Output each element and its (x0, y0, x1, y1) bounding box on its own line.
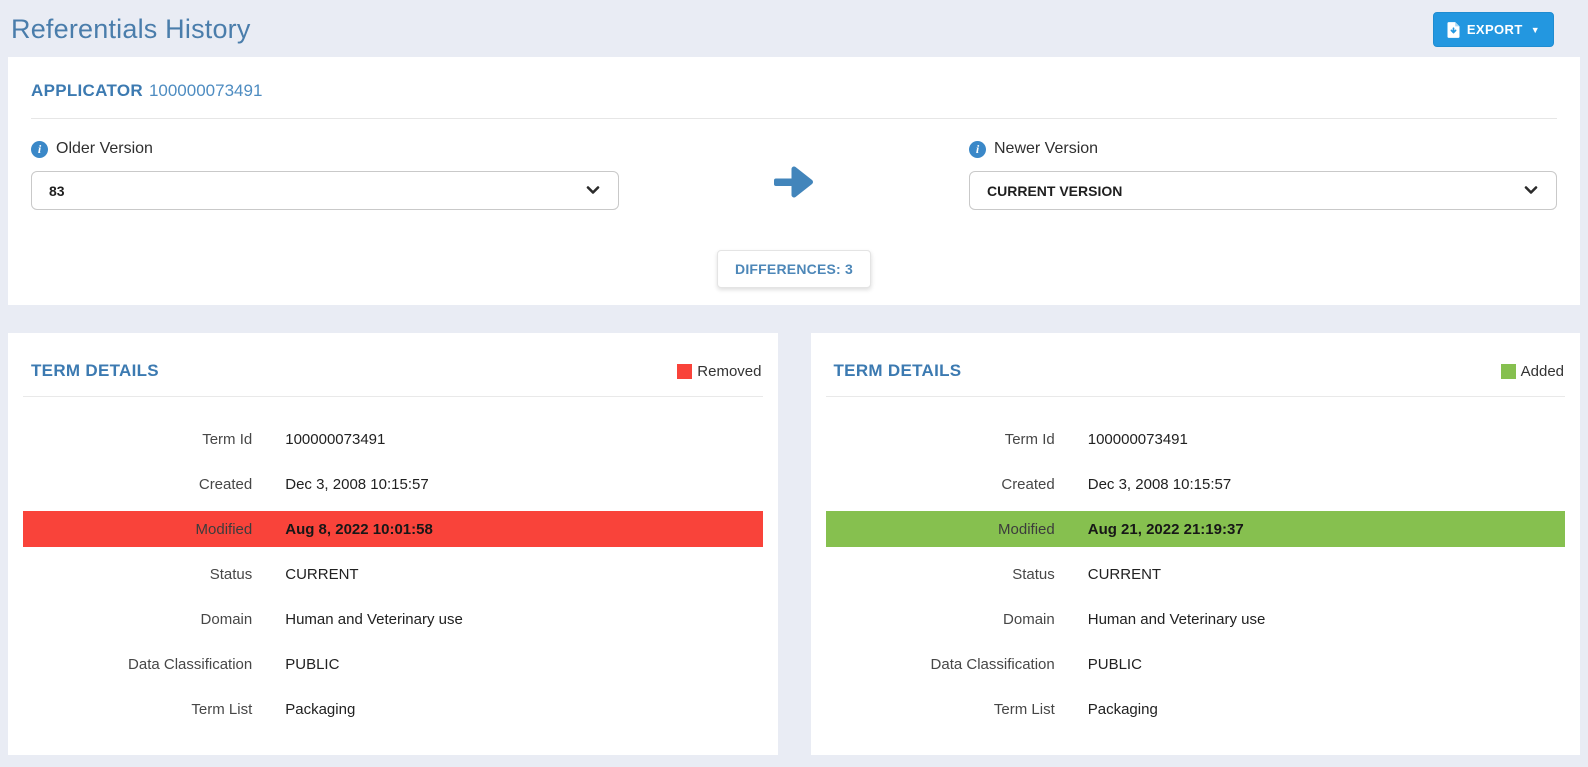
export-file-icon (1447, 21, 1460, 38)
term-rows: Term Id 100000073491 Created Dec 3, 2008… (23, 421, 763, 727)
term-details-card-older: TERM DETAILS Removed Term Id 10000007349… (8, 333, 778, 755)
row-label: Created (198, 475, 253, 493)
row-label: Status (209, 565, 253, 583)
row-value: 100000073491 (285, 430, 386, 448)
row-value: PUBLIC (285, 655, 340, 673)
row-value: CURRENT (1087, 565, 1162, 583)
row-label: Status (1012, 565, 1055, 583)
row-label: Data Classification (128, 655, 253, 673)
table-row-removed-highlight: Modified Aug 8, 2022 10:01:58 (23, 511, 763, 547)
row-label: Term Id (1004, 430, 1055, 448)
caret-down-icon: ▼ (1530, 24, 1540, 35)
added-swatch-icon (1500, 363, 1516, 379)
top-header: Referentials History EXPORT ▼ (0, 0, 1588, 57)
table-row: Created Dec 3, 2008 10:15:57 (826, 466, 1566, 502)
row-label: Term List (993, 700, 1055, 718)
removed-swatch-icon (677, 363, 693, 379)
table-row: Status CURRENT (826, 556, 1566, 592)
newer-version-select[interactable]: CURRENT VERSION (969, 171, 1557, 210)
table-row: Domain Human and Veterinary use (23, 601, 763, 637)
newer-version-column: i Newer Version CURRENT VERSION (969, 140, 1557, 210)
applicator-card: APPLICATOR 100000073491 i Older Version 8… (8, 57, 1580, 305)
older-version-label-row: i Older Version (31, 140, 619, 158)
divider (23, 396, 763, 397)
applicator-id: 100000073491 (148, 81, 263, 100)
newer-version-label-row: i Newer Version (969, 140, 1557, 158)
older-version-selected-value: 83 (49, 182, 65, 199)
row-value: Packaging (1087, 700, 1158, 718)
page-title: Referentials History (11, 14, 251, 44)
row-label: Data Classification (930, 655, 1055, 673)
older-version-label: Older Version (56, 140, 153, 157)
table-row: Created Dec 3, 2008 10:15:57 (23, 466, 763, 502)
row-value: PUBLIC (1087, 655, 1142, 673)
table-row: Term Id 100000073491 (23, 421, 763, 457)
divider (31, 118, 1557, 119)
row-label: Modified (195, 520, 253, 538)
term-details-title: TERM DETAILS (31, 361, 159, 380)
term-card-header: TERM DETAILS Removed (23, 355, 763, 381)
row-label: Created (1001, 475, 1055, 493)
table-row: Data Classification PUBLIC (23, 646, 763, 682)
row-value: Human and Veterinary use (285, 610, 463, 628)
row-label: Term List (191, 700, 253, 718)
table-row: Term List Packaging (23, 691, 763, 727)
divider (825, 396, 1565, 397)
right-arrow-icon (771, 162, 817, 202)
applicator-heading: APPLICATOR 100000073491 (31, 81, 1557, 101)
chevron-down-icon (1524, 186, 1538, 195)
newer-version-label: Newer Version (994, 140, 1099, 157)
table-row: Data Classification PUBLIC (826, 646, 1566, 682)
older-version-select[interactable]: 83 (31, 171, 619, 210)
older-version-column: i Older Version 83 (31, 140, 619, 210)
export-button[interactable]: EXPORT ▼ (1432, 12, 1554, 47)
row-value: Dec 3, 2008 10:15:57 (1087, 475, 1232, 493)
applicator-label: APPLICATOR (31, 81, 143, 100)
row-label: Term Id (202, 430, 253, 448)
row-label: Domain (200, 610, 253, 628)
differences-badge: DIFFERENCES: 3 (717, 250, 871, 288)
table-row-added-highlight: Modified Aug 21, 2022 21:19:37 (825, 511, 1565, 547)
table-row: Domain Human and Veterinary use (826, 601, 1566, 637)
term-details-card-newer: TERM DETAILS Added Term Id 100000073491 … (810, 333, 1580, 755)
export-button-label: EXPORT (1466, 22, 1523, 37)
table-row: Term List Packaging (826, 691, 1566, 727)
row-value: Aug 21, 2022 21:19:37 (1087, 520, 1244, 538)
table-row: Term Id 100000073491 (826, 421, 1566, 457)
term-details-title: TERM DETAILS (833, 361, 962, 380)
term-details-panels: TERM DETAILS Removed Term Id 10000007349… (8, 333, 1580, 755)
chevron-down-icon (586, 186, 600, 195)
row-value: CURRENT (285, 565, 359, 583)
row-label: Domain (1003, 610, 1055, 628)
legend-added-label: Added (1520, 362, 1564, 380)
row-value: Aug 8, 2022 10:01:58 (285, 520, 433, 538)
row-value: Packaging (285, 700, 356, 718)
legend-added: Added (1500, 362, 1564, 380)
row-value: Human and Veterinary use (1087, 610, 1266, 628)
legend-removed-label: Removed (697, 362, 762, 380)
version-compare-row: i Older Version 83 i Newer Version (31, 140, 1557, 210)
term-card-header: TERM DETAILS Added (826, 355, 1566, 381)
compare-arrow-column (619, 140, 969, 202)
term-rows: Term Id 100000073491 Created Dec 3, 2008… (825, 421, 1566, 727)
info-icon[interactable]: i (31, 140, 48, 158)
row-label: Modified (998, 520, 1055, 538)
row-value: 100000073491 (1087, 430, 1188, 448)
row-value: Dec 3, 2008 10:15:57 (285, 475, 429, 493)
newer-version-selected-value: CURRENT VERSION (987, 182, 1123, 199)
table-row: Status CURRENT (23, 556, 763, 592)
info-icon[interactable]: i (969, 140, 986, 158)
legend-removed: Removed (677, 362, 762, 380)
